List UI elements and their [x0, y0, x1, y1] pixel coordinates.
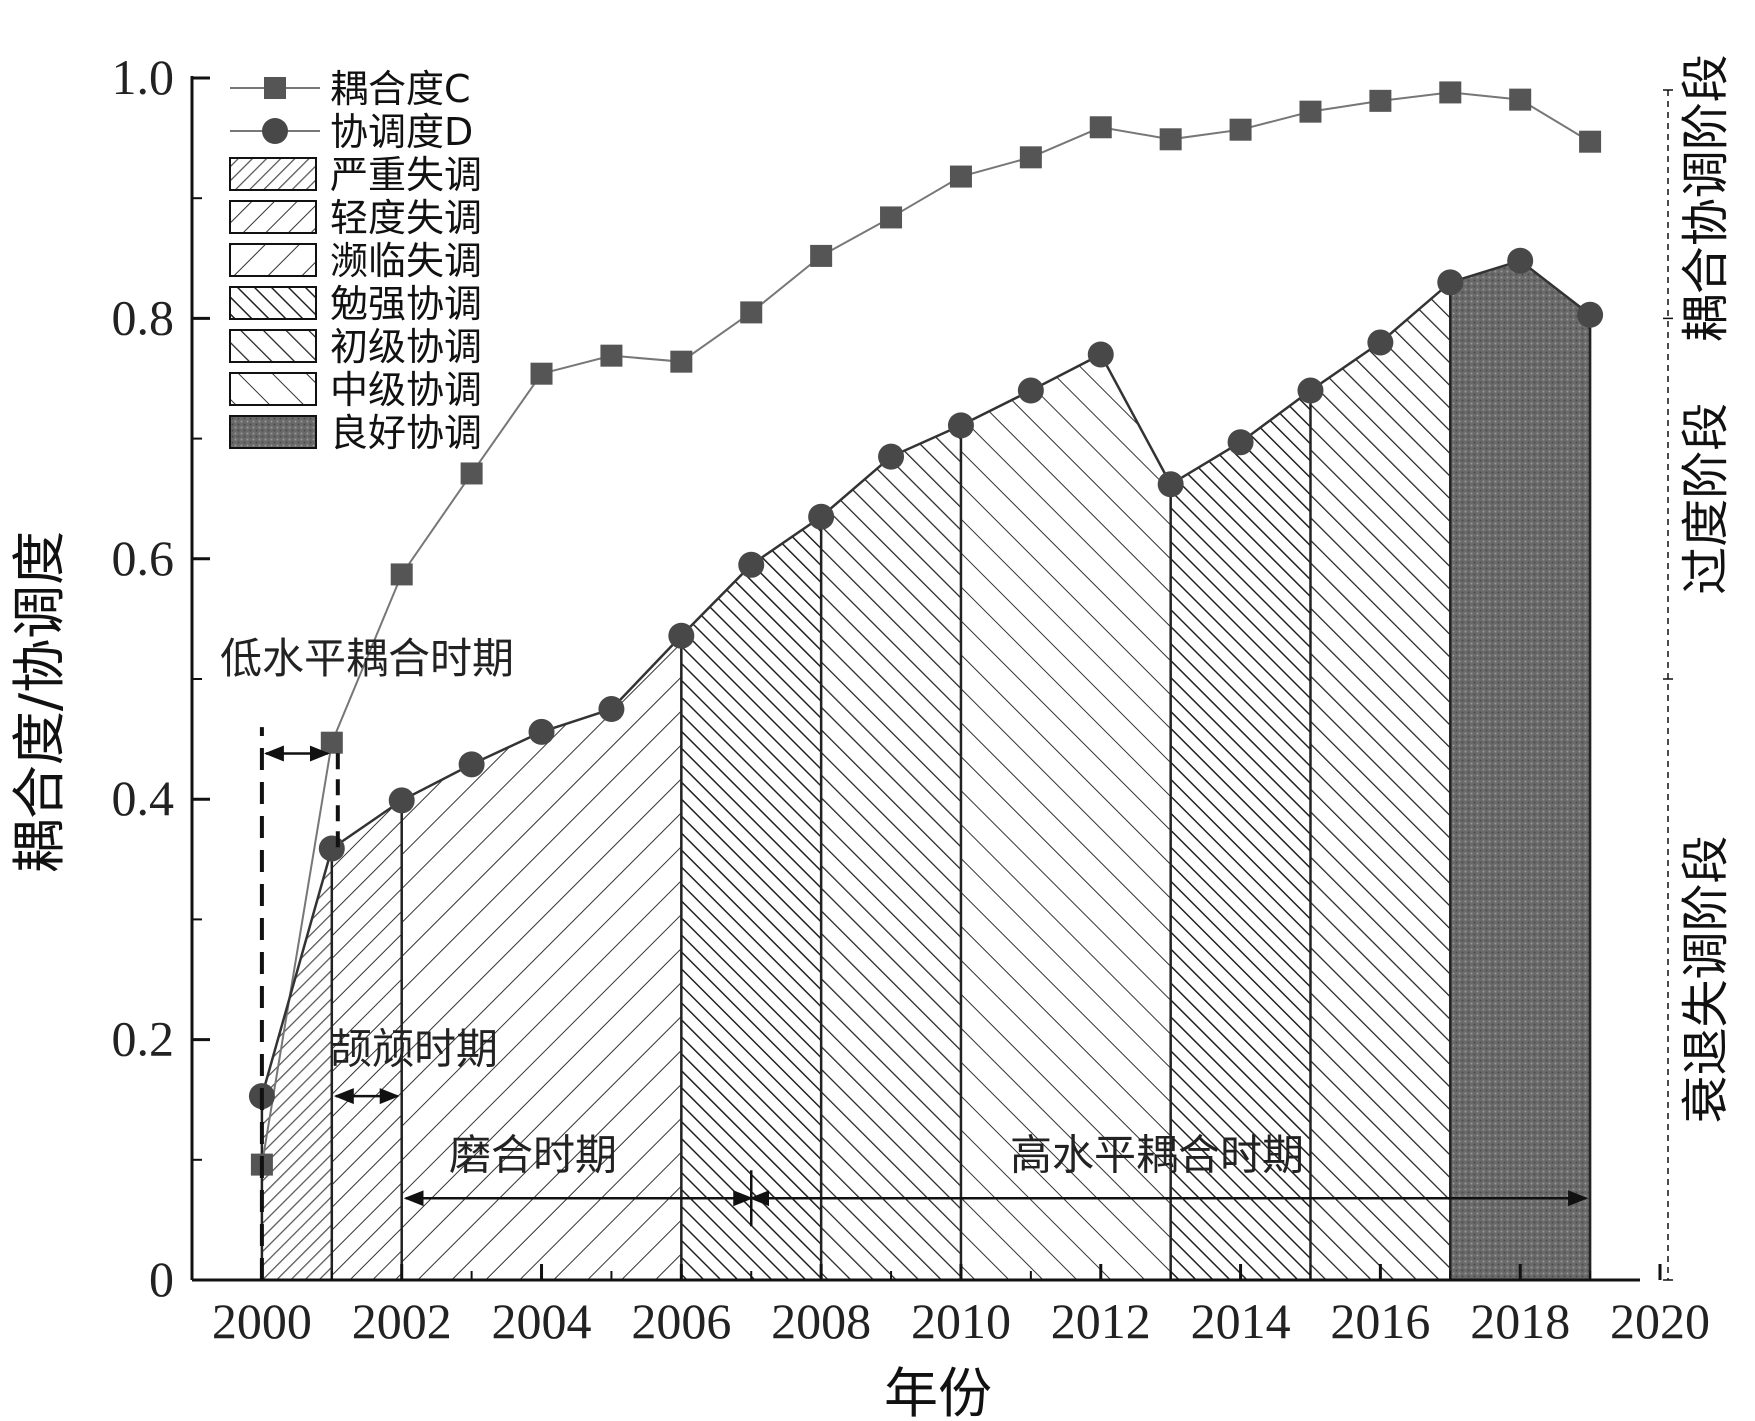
legend-swatch	[229, 200, 317, 234]
marker-d	[1367, 329, 1394, 356]
marker-d	[668, 622, 695, 649]
legend-marker-c	[264, 77, 286, 99]
legend-label: 协调度D	[330, 110, 473, 154]
marker-c	[390, 563, 413, 586]
legend-swatch	[229, 372, 317, 406]
region-5	[821, 425, 961, 1280]
region-1	[261, 848, 332, 1280]
legend-swatch	[229, 415, 317, 449]
marker-c	[1509, 88, 1532, 111]
y-tick-label: 0.2	[112, 1011, 175, 1067]
marker-d	[1017, 377, 1044, 404]
legend-swatch	[229, 286, 317, 320]
legend-swatch	[229, 157, 317, 191]
marker-d	[808, 503, 835, 530]
marker-c	[460, 462, 483, 485]
y-tick-label: 0.8	[112, 289, 175, 345]
marker-c	[1369, 89, 1392, 112]
y-axis-title: 耦合度/协调度	[8, 531, 71, 873]
marker-d	[947, 412, 974, 439]
marker-c	[1299, 100, 1322, 123]
x-tick-label: 2016	[1330, 1293, 1430, 1349]
x-tick-label: 2000	[212, 1293, 312, 1349]
side-stage-label: 过度阶段	[1678, 403, 1734, 595]
marker-d	[528, 718, 555, 745]
x-tick-label: 2002	[352, 1293, 452, 1349]
legend-label: 轻度失调	[330, 196, 482, 240]
marker-d	[1297, 377, 1324, 404]
legend-swatch	[229, 243, 317, 277]
marker-c	[1089, 116, 1112, 139]
x-tick-label: 2008	[771, 1293, 871, 1349]
region-dividers	[260, 282, 1592, 1280]
marker-d	[458, 751, 485, 778]
x-tick-label: 2006	[631, 1293, 731, 1349]
marker-d	[318, 835, 345, 862]
marker-c	[880, 206, 903, 229]
marker-d	[878, 443, 905, 470]
annotation-high-coupling: 高水平耦合时期	[1010, 1130, 1304, 1179]
region-2	[331, 800, 402, 1280]
x-tick-label: 2012	[1051, 1293, 1151, 1349]
annotation-running-in: 磨合时期	[449, 1130, 617, 1179]
side-stage-label: 耦合协调阶段	[1678, 54, 1734, 342]
stage-side-axis: 衰退失调阶段 过度阶段 耦合协调阶段	[1663, 54, 1734, 1281]
marker-d	[388, 787, 415, 814]
region-8	[1310, 282, 1451, 1281]
coordination-regions	[261, 260, 1591, 1281]
marker-d	[1087, 341, 1114, 368]
legend-label: 良好协调	[330, 411, 482, 455]
marker-d	[1577, 301, 1604, 328]
annotation-antagonism: 颉颃时期	[330, 1025, 498, 1074]
region-9	[1450, 260, 1591, 1281]
marker-d	[1437, 269, 1464, 296]
marker-c	[949, 165, 972, 188]
x-tick-label: 2020	[1610, 1293, 1710, 1349]
marker-c	[810, 244, 833, 267]
marker-c	[530, 362, 553, 385]
legend-marker-d	[262, 118, 288, 144]
legend-swatch	[229, 329, 317, 363]
region-3	[401, 635, 682, 1280]
side-stage-label: 衰退失调阶段	[1678, 835, 1734, 1123]
x-tick-label: 2010	[911, 1293, 1011, 1349]
legend-label: 濒临失调	[330, 239, 482, 283]
marker-d	[598, 696, 625, 723]
legend-label: 耦合度C	[330, 67, 471, 111]
legend-label: 勉强协调	[330, 282, 482, 326]
marker-d	[738, 551, 765, 578]
marker-d	[1227, 429, 1254, 456]
annotation-low-coupling: 低水平耦合时期	[220, 634, 514, 683]
legend-label: 初级协调	[330, 325, 482, 369]
legend-label: 中级协调	[330, 368, 482, 412]
region-6	[960, 354, 1171, 1281]
marker-c	[320, 731, 343, 754]
series-line-c	[260, 91, 1591, 1165]
marker-c	[670, 350, 693, 373]
marker-c	[740, 301, 763, 324]
marker-c	[600, 344, 623, 367]
y-tick-label: 1.0	[112, 49, 175, 105]
y-tick-label: 0	[149, 1251, 174, 1307]
axes: 2000 2002 2004 2006 2008 2010 2012 2014 2016 2018…	[112, 49, 1711, 1349]
x-tick-label: 2018	[1470, 1293, 1570, 1349]
x-axis-title: 年份	[884, 1362, 992, 1421]
x-tick-label: 2004	[492, 1293, 592, 1349]
region-7	[1170, 390, 1311, 1280]
region-4	[681, 516, 822, 1280]
marker-c	[1229, 118, 1252, 141]
marker-d	[1157, 471, 1184, 498]
y-tick-label: 0.6	[112, 530, 175, 586]
marker-d	[1507, 247, 1534, 274]
legend-label: 严重失调	[330, 153, 482, 197]
x-tick-label: 2014	[1191, 1293, 1291, 1349]
marker-c	[1439, 81, 1462, 104]
marker-c	[1159, 128, 1182, 151]
marker-c	[1019, 146, 1042, 169]
marker-c	[1579, 130, 1602, 153]
y-tick-label: 0.4	[112, 770, 175, 826]
